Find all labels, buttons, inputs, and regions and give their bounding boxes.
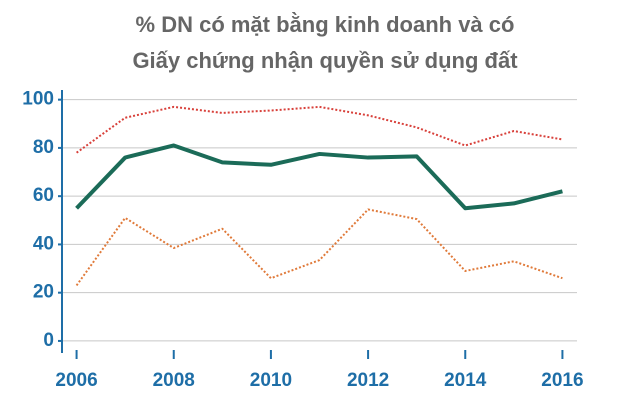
y-tick-label: 100 (22, 89, 54, 110)
y-tick-label: 40 (33, 233, 54, 254)
y-tick-label: 80 (33, 137, 54, 158)
x-tick-label: 2010 (250, 370, 292, 391)
x-tick-label: 2008 (153, 370, 195, 391)
series-line (75, 143, 563, 211)
series-line (75, 105, 563, 154)
series-line (75, 208, 563, 287)
x-tick-label: 2014 (444, 370, 487, 391)
y-tick-label: 60 (33, 185, 54, 206)
x-tick-label: 2016 (541, 370, 583, 391)
x-tick-label: 2006 (55, 370, 97, 391)
y-tick-label: 20 (33, 282, 54, 303)
x-tick-label: 2012 (347, 370, 389, 391)
chart-title: % DN có mặt bằng kinh doanh và có (136, 12, 515, 37)
chart-title: Giấy chứng nhận quyền sử dụng đất (132, 48, 518, 73)
y-tick-label: 0 (43, 330, 54, 351)
